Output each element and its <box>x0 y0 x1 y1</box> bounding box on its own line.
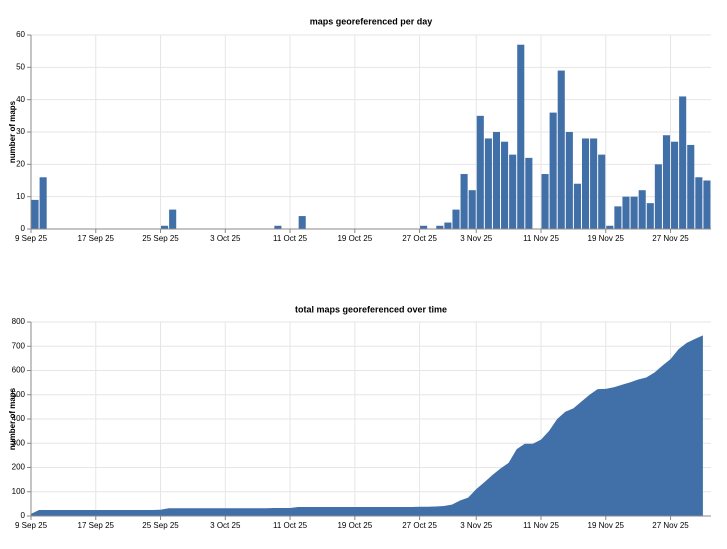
x-tick-label: 19 Oct 25 <box>337 234 372 243</box>
bar <box>501 141 509 229</box>
x-tick-label: 27 Oct 25 <box>402 521 437 530</box>
x-tick-label: 19 Nov 25 <box>588 234 625 243</box>
x-tick-label: 19 Oct 25 <box>337 521 372 530</box>
bar <box>169 209 177 229</box>
bar <box>622 196 630 229</box>
bar <box>274 225 282 229</box>
x-tick-label: 25 Sep 25 <box>142 234 179 243</box>
bar <box>638 190 646 229</box>
bar <box>444 222 452 229</box>
bar <box>630 196 638 229</box>
chart-title: total maps georeferenced over time <box>295 304 447 314</box>
x-tick-label: 19 Nov 25 <box>588 521 625 530</box>
bar <box>565 132 573 229</box>
y-tick-label: 500 <box>12 390 26 399</box>
bar <box>557 70 565 229</box>
x-tick-label: 27 Oct 25 <box>402 234 437 243</box>
bar <box>509 154 517 229</box>
y-tick-label: 20 <box>16 159 25 168</box>
bar <box>452 209 460 229</box>
bar <box>298 216 306 229</box>
x-tick-label: 17 Sep 25 <box>78 234 115 243</box>
x-tick-label: 3 Nov 25 <box>460 521 493 530</box>
area <box>31 335 703 516</box>
bar <box>654 164 662 229</box>
x-tick-label: 3 Oct 25 <box>210 521 241 530</box>
x-tick-label: 11 Nov 25 <box>523 234 559 243</box>
bar <box>420 225 428 229</box>
x-tick-label: 3 Oct 25 <box>210 234 241 243</box>
bar <box>573 183 581 229</box>
bar <box>679 96 687 229</box>
bar <box>517 44 525 230</box>
y-tick-label: 200 <box>12 463 26 472</box>
bar <box>161 225 169 229</box>
bar <box>614 206 622 229</box>
bar <box>606 225 614 229</box>
x-tick-label: 27 Nov 25 <box>652 234 689 243</box>
x-tick-label: 3 Nov 25 <box>460 234 493 243</box>
bar <box>662 135 671 229</box>
bar <box>476 115 484 229</box>
x-tick-label: 11 Oct 25 <box>273 234 308 243</box>
bar <box>436 225 444 229</box>
bar <box>468 190 476 229</box>
bar <box>646 203 654 229</box>
bar <box>541 174 549 229</box>
y-axis-label: number of maps <box>8 387 17 450</box>
y-tick-label: 10 <box>16 192 25 201</box>
y-tick-label: 700 <box>12 341 26 350</box>
y-tick-label: 300 <box>12 438 26 447</box>
y-tick-label: 400 <box>12 414 26 423</box>
bar <box>695 177 703 229</box>
y-tick-label: 50 <box>16 62 25 71</box>
y-tick-label: 100 <box>12 487 26 496</box>
x-tick-label: 11 Nov 25 <box>523 521 559 530</box>
y-tick-label: 0 <box>21 511 26 520</box>
y-tick-label: 800 <box>12 317 26 326</box>
bar <box>39 177 47 229</box>
bar <box>484 138 492 229</box>
y-tick-label: 30 <box>16 127 25 136</box>
y-tick-label: 60 <box>16 30 25 39</box>
bar <box>581 138 590 229</box>
bar <box>703 180 711 229</box>
y-tick-label: 600 <box>12 366 26 375</box>
x-tick-label: 9 Sep 25 <box>15 234 48 243</box>
bar <box>671 141 679 229</box>
bar <box>590 138 598 229</box>
bar <box>687 144 695 229</box>
chart-title: maps georeferenced per day <box>310 16 433 26</box>
x-tick-label: 9 Sep 25 <box>15 521 48 530</box>
bar <box>525 157 533 229</box>
bar <box>31 199 39 229</box>
y-tick-label: 40 <box>16 95 25 104</box>
bar <box>598 154 606 229</box>
x-tick-label: 17 Sep 25 <box>78 521 115 530</box>
y-tick-label: 0 <box>21 224 26 233</box>
bar <box>549 112 557 229</box>
bar <box>492 132 501 229</box>
y-axis-label: number of maps <box>8 100 17 163</box>
bar <box>460 174 468 229</box>
x-tick-label: 27 Nov 25 <box>652 521 689 530</box>
x-tick-label: 11 Oct 25 <box>273 521 308 530</box>
x-tick-label: 25 Sep 25 <box>142 521 179 530</box>
